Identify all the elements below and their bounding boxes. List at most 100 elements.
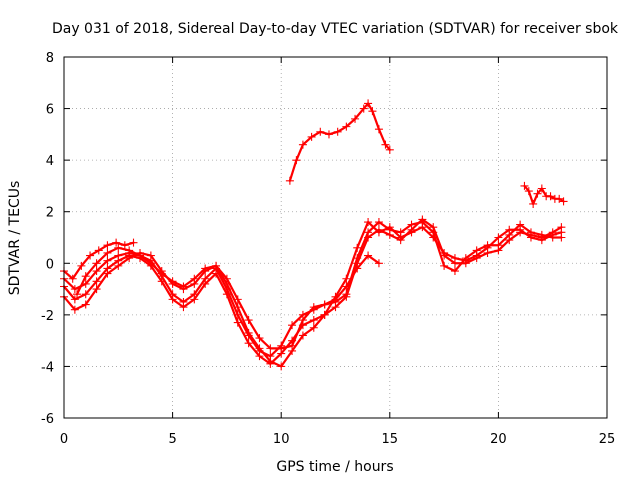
grid-lines: [64, 57, 607, 418]
data-point: [212, 261, 221, 270]
data-point: [298, 140, 307, 149]
data-point: [396, 228, 405, 237]
data-point: [288, 341, 297, 350]
data-point: [285, 176, 294, 185]
data-point: [461, 259, 470, 268]
axis-ticks: 0 5 10 15 20 25 -6 -4 -2 0 2 4 6 8: [41, 51, 615, 447]
x-tick-label: 5: [168, 432, 176, 447]
data-point: [494, 233, 503, 242]
series-track-1: [60, 238, 138, 283]
data-point: [381, 140, 390, 149]
data-point: [483, 248, 492, 257]
data-point: [244, 339, 253, 348]
data-point: [136, 251, 145, 260]
x-tick-label: 25: [599, 432, 616, 447]
data-point: [472, 254, 481, 263]
data-point: [92, 267, 101, 276]
data-point: [353, 243, 362, 252]
data-point: [233, 295, 242, 304]
data-point: [351, 114, 360, 123]
y-tick-label: 8: [46, 51, 54, 66]
data-point: [222, 274, 231, 283]
y-tick-label: -6: [41, 412, 54, 427]
data-point: [440, 251, 449, 260]
data-point: [266, 359, 275, 368]
data-point: [494, 246, 503, 255]
data-point: [244, 331, 253, 340]
y-tick-label: 6: [46, 103, 54, 118]
data-point: [537, 233, 546, 242]
data-point: [201, 279, 210, 288]
data-point: [320, 300, 329, 309]
data-point: [342, 292, 351, 301]
x-tick-label: 0: [60, 432, 68, 447]
data-point: [407, 225, 416, 234]
data-point: [92, 259, 101, 268]
data-point: [385, 230, 394, 239]
data-point: [533, 189, 542, 198]
data-point: [255, 352, 264, 361]
data-point: [298, 331, 307, 340]
data-point: [233, 318, 242, 327]
data-point: [129, 238, 138, 247]
data-point: [125, 246, 134, 255]
x-tick-label: 15: [382, 432, 399, 447]
data-point: [342, 274, 351, 283]
data-point: [374, 259, 383, 268]
data-point: [374, 125, 383, 134]
data-point: [222, 290, 231, 299]
chart-title: Day 031 of 2018, Sidereal Day-to-day VTE…: [52, 21, 619, 37]
data-point: [324, 130, 333, 139]
data-point: [298, 316, 307, 325]
data-point: [73, 290, 82, 299]
data-point: [374, 218, 383, 227]
data-point: [333, 127, 342, 136]
series-trace: [62, 218, 563, 365]
data-point: [92, 285, 101, 294]
data-series: [60, 99, 568, 371]
data-point: [472, 246, 481, 255]
data-point: [81, 290, 90, 299]
y-tick-label: -2: [41, 309, 54, 324]
data-point: [364, 99, 373, 108]
y-tick-label: 0: [46, 257, 54, 272]
data-point: [92, 277, 101, 286]
data-point: [364, 233, 373, 242]
data-point: [120, 241, 129, 250]
data-point: [255, 334, 264, 343]
data-point: [70, 305, 79, 314]
data-point: [546, 192, 555, 201]
data-point: [114, 243, 123, 252]
data-point: [450, 267, 459, 276]
data-point: [277, 344, 286, 353]
data-point: [81, 300, 90, 309]
data-point: [374, 225, 383, 234]
data-point: [103, 241, 112, 250]
data-point: [342, 122, 351, 131]
data-point: [157, 277, 166, 286]
data-point: [385, 145, 394, 154]
series-track-2: [60, 218, 566, 371]
data-point: [353, 264, 362, 273]
data-point: [179, 303, 188, 312]
data-point: [529, 199, 538, 208]
data-point: [277, 362, 286, 371]
series-track-5: [73, 243, 383, 353]
data-point: [429, 223, 438, 232]
data-point: [86, 251, 95, 260]
data-point: [548, 228, 557, 237]
y-tick-label: -4: [41, 360, 54, 375]
data-point: [320, 310, 329, 319]
data-point: [309, 303, 318, 312]
data-point: [190, 274, 199, 283]
data-point: [537, 184, 546, 193]
series-trace: [62, 220, 563, 368]
data-point: [244, 316, 253, 325]
series-trace: [288, 102, 391, 182]
data-point: [520, 181, 529, 190]
data-point: [557, 223, 566, 232]
data-point: [112, 238, 121, 247]
data-point: [201, 264, 210, 273]
data-point: [70, 295, 79, 304]
y-axis-label: SDTVAR / TECUs: [7, 181, 23, 296]
